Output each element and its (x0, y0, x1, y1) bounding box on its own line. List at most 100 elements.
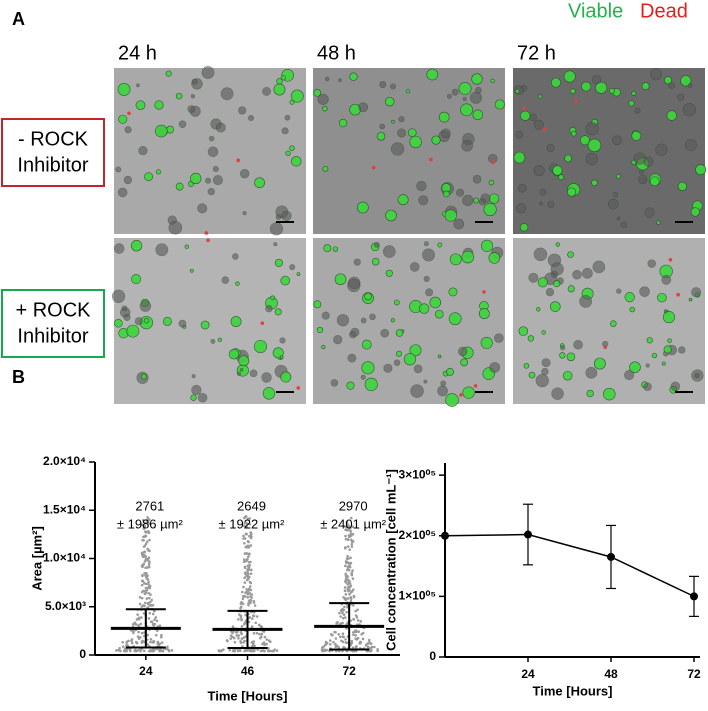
cell (638, 174, 648, 185)
cell (204, 231, 209, 235)
swarm-texture (247, 568, 251, 572)
cell (154, 100, 164, 110)
swarm-texture (357, 630, 360, 634)
cell (423, 241, 429, 247)
swarm-texture (360, 632, 363, 636)
cell (275, 214, 282, 220)
annotation: ± 2401 µm² (320, 516, 387, 531)
cell (135, 100, 146, 111)
cell (350, 327, 360, 337)
cell (541, 367, 549, 376)
swarm-texture (245, 574, 249, 578)
cell (448, 312, 462, 326)
swarm-texture (345, 521, 349, 525)
swarm-texture (147, 561, 151, 565)
swarm-texture (249, 560, 252, 564)
cell (232, 253, 239, 260)
swarm-texture (143, 535, 147, 538)
cell (117, 83, 131, 96)
swarm-texture (160, 641, 164, 644)
swarm-texture (137, 624, 140, 627)
cell (212, 175, 223, 186)
cell (528, 272, 539, 283)
cell (563, 70, 576, 83)
cell (395, 329, 404, 337)
swarm-texture (349, 556, 352, 560)
cell (376, 132, 386, 141)
swarm-texture (247, 601, 250, 605)
cell (572, 269, 582, 280)
cell (126, 324, 140, 338)
cell (166, 125, 175, 134)
y-tick-label: 0 (429, 649, 436, 663)
swarm-texture (356, 619, 360, 622)
cell (313, 300, 322, 309)
swarm-texture (257, 623, 261, 627)
cell (360, 374, 366, 380)
swarm-texture (244, 514, 248, 518)
swarm-texture (364, 644, 368, 647)
cell (239, 368, 244, 372)
cell (373, 241, 380, 248)
swarm-texture (146, 574, 149, 578)
cell (655, 143, 668, 156)
swarm-texture (238, 613, 241, 616)
swarm-texture (270, 649, 274, 653)
cell (217, 337, 223, 343)
swarm-texture (156, 629, 159, 632)
cell (409, 344, 422, 357)
cell (585, 152, 599, 166)
cell (296, 386, 301, 390)
swarm-texture (349, 590, 353, 594)
cell (684, 139, 697, 152)
swarm-texture (142, 539, 145, 542)
cell (542, 127, 547, 131)
swarm-texture (352, 633, 355, 637)
swarm-texture (361, 637, 365, 641)
cell (646, 337, 653, 344)
swarm-texture (148, 538, 151, 542)
swarm-texture (143, 530, 147, 533)
cell (254, 177, 265, 189)
swarm-texture (344, 525, 347, 528)
y-axis-title: Cell concentration [cell mL⁻¹] (383, 469, 398, 651)
cell (279, 355, 284, 360)
row-label-box (1, 118, 105, 187)
swarm-texture (347, 581, 351, 585)
cell (274, 258, 283, 267)
cell (585, 121, 599, 136)
cell (207, 188, 215, 196)
cell (379, 123, 385, 130)
swarm-texture (239, 630, 243, 634)
swarm-texture (241, 597, 245, 601)
swarm-texture (156, 642, 159, 645)
swarm-texture (243, 576, 246, 580)
swarm-texture (142, 649, 146, 653)
cell (279, 337, 286, 344)
swarm-texture (348, 527, 352, 530)
cell (423, 275, 430, 283)
swarm-texture (367, 638, 371, 642)
annotation: 2970 (339, 498, 368, 513)
swarm-texture (343, 616, 347, 619)
cell (409, 135, 422, 149)
swarm-texture (352, 594, 356, 598)
x-tick-label: 48 (604, 667, 618, 681)
cell (189, 268, 194, 273)
cell (353, 258, 361, 266)
swarm-texture (372, 645, 376, 649)
cell (566, 352, 576, 362)
swarm-texture (146, 557, 150, 561)
swarm-texture (231, 625, 235, 629)
cell (629, 361, 641, 373)
cell (437, 385, 448, 397)
swarm-texture (259, 635, 263, 638)
swarm-texture (239, 605, 243, 609)
cell (410, 384, 424, 398)
swarm-texture (341, 640, 345, 644)
swarm-texture (252, 599, 256, 603)
cell (261, 372, 272, 383)
swarm-texture (146, 602, 150, 606)
cell (313, 89, 322, 97)
swarm-texture (246, 570, 249, 574)
